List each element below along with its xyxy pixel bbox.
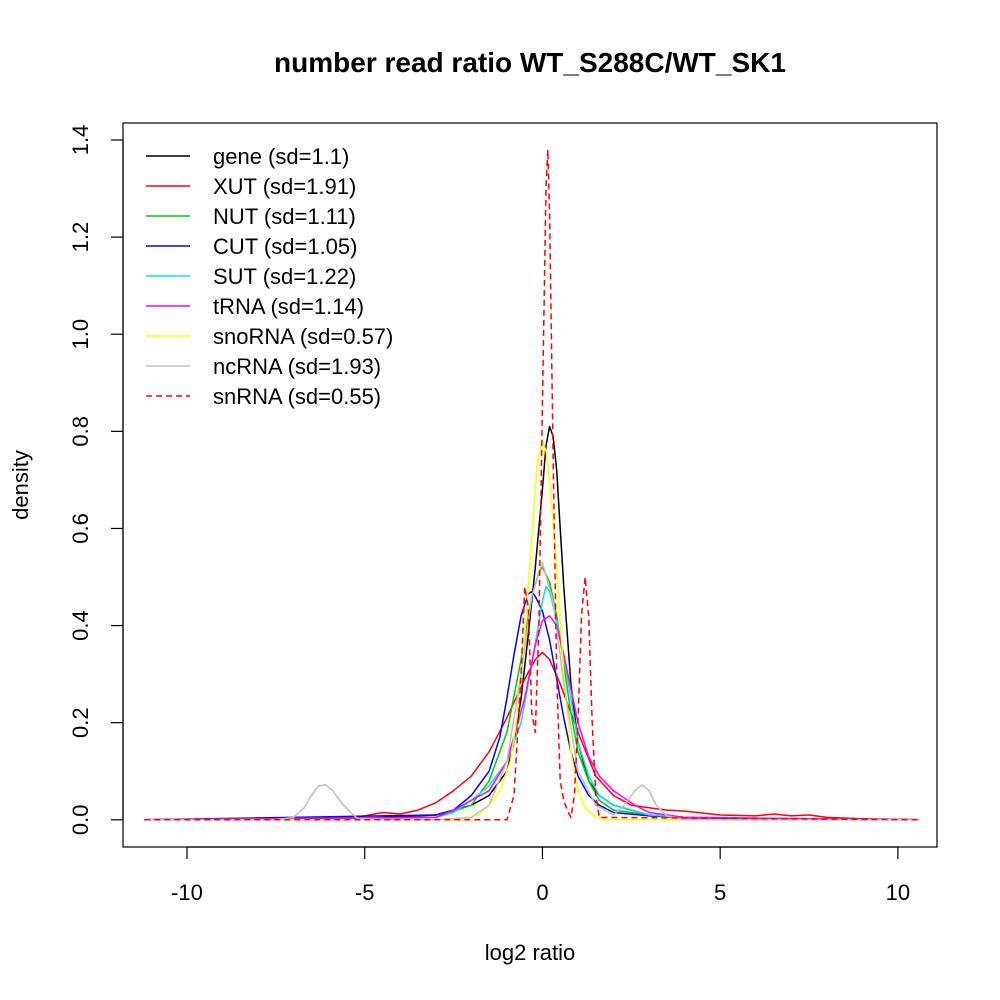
- legend-label-trna: tRNA (sd=1.14): [213, 294, 364, 319]
- y-tick-label: 0.8: [68, 416, 93, 447]
- y-axis-label: density: [8, 450, 33, 520]
- legend: gene (sd=1.1) XUT (sd=1.91) NUT (sd=1.11) C…: [146, 144, 393, 409]
- y-tick-label: 1.2: [68, 222, 93, 253]
- series-line-trna: [144, 615, 920, 821]
- legend-label-cut: CUT (sd=1.05): [213, 234, 357, 259]
- y-tick-label: 0.0: [68, 805, 93, 836]
- x-tick-label: -10: [171, 880, 203, 905]
- series-layer: [144, 148, 920, 821]
- x-axis: -10 -5 0 5 10: [171, 846, 910, 905]
- legend-label-gene: gene (sd=1.1): [213, 144, 349, 169]
- legend-label-nut: NUT (sd=1.11): [213, 204, 356, 229]
- y-tick-label: 1.4: [68, 125, 93, 156]
- series-line-xut: [144, 651, 920, 821]
- x-tick-label: 0: [536, 880, 548, 905]
- chart-title: number read ratio WT_S288C/WT_SK1: [274, 47, 786, 78]
- series-line-sut: [144, 585, 920, 821]
- legend-label-snrna: snRNA (sd=0.55): [213, 384, 381, 409]
- y-tick-label: 0.2: [68, 707, 93, 738]
- series-line-ncrna: [144, 561, 920, 821]
- x-tick-label: -5: [355, 880, 375, 905]
- series-line-snorna: [144, 440, 920, 821]
- x-tick-label: 10: [886, 880, 910, 905]
- y-tick-label: 0.6: [68, 513, 93, 544]
- x-tick-label: 5: [714, 880, 726, 905]
- series-line-cut: [144, 590, 920, 821]
- y-tick-label: 1.0: [68, 319, 93, 350]
- y-axis: 0.0 0.2 0.4 0.6 0.8 1.0 1.2 1.4: [68, 125, 124, 836]
- plot-frame: [122, 122, 938, 848]
- legend-label-ncrna: ncRNA (sd=1.93): [213, 354, 381, 379]
- legend-label-sut: SUT (sd=1.22): [213, 264, 356, 289]
- series-line-gene: [144, 425, 920, 821]
- series-line-snrna: [144, 148, 920, 821]
- x-axis-label: log2 ratio: [485, 940, 576, 965]
- y-tick-label: 0.4: [68, 610, 93, 641]
- legend-label-xut: XUT (sd=1.91): [213, 174, 356, 199]
- legend-label-snorna: snoRNA (sd=0.57): [213, 324, 393, 349]
